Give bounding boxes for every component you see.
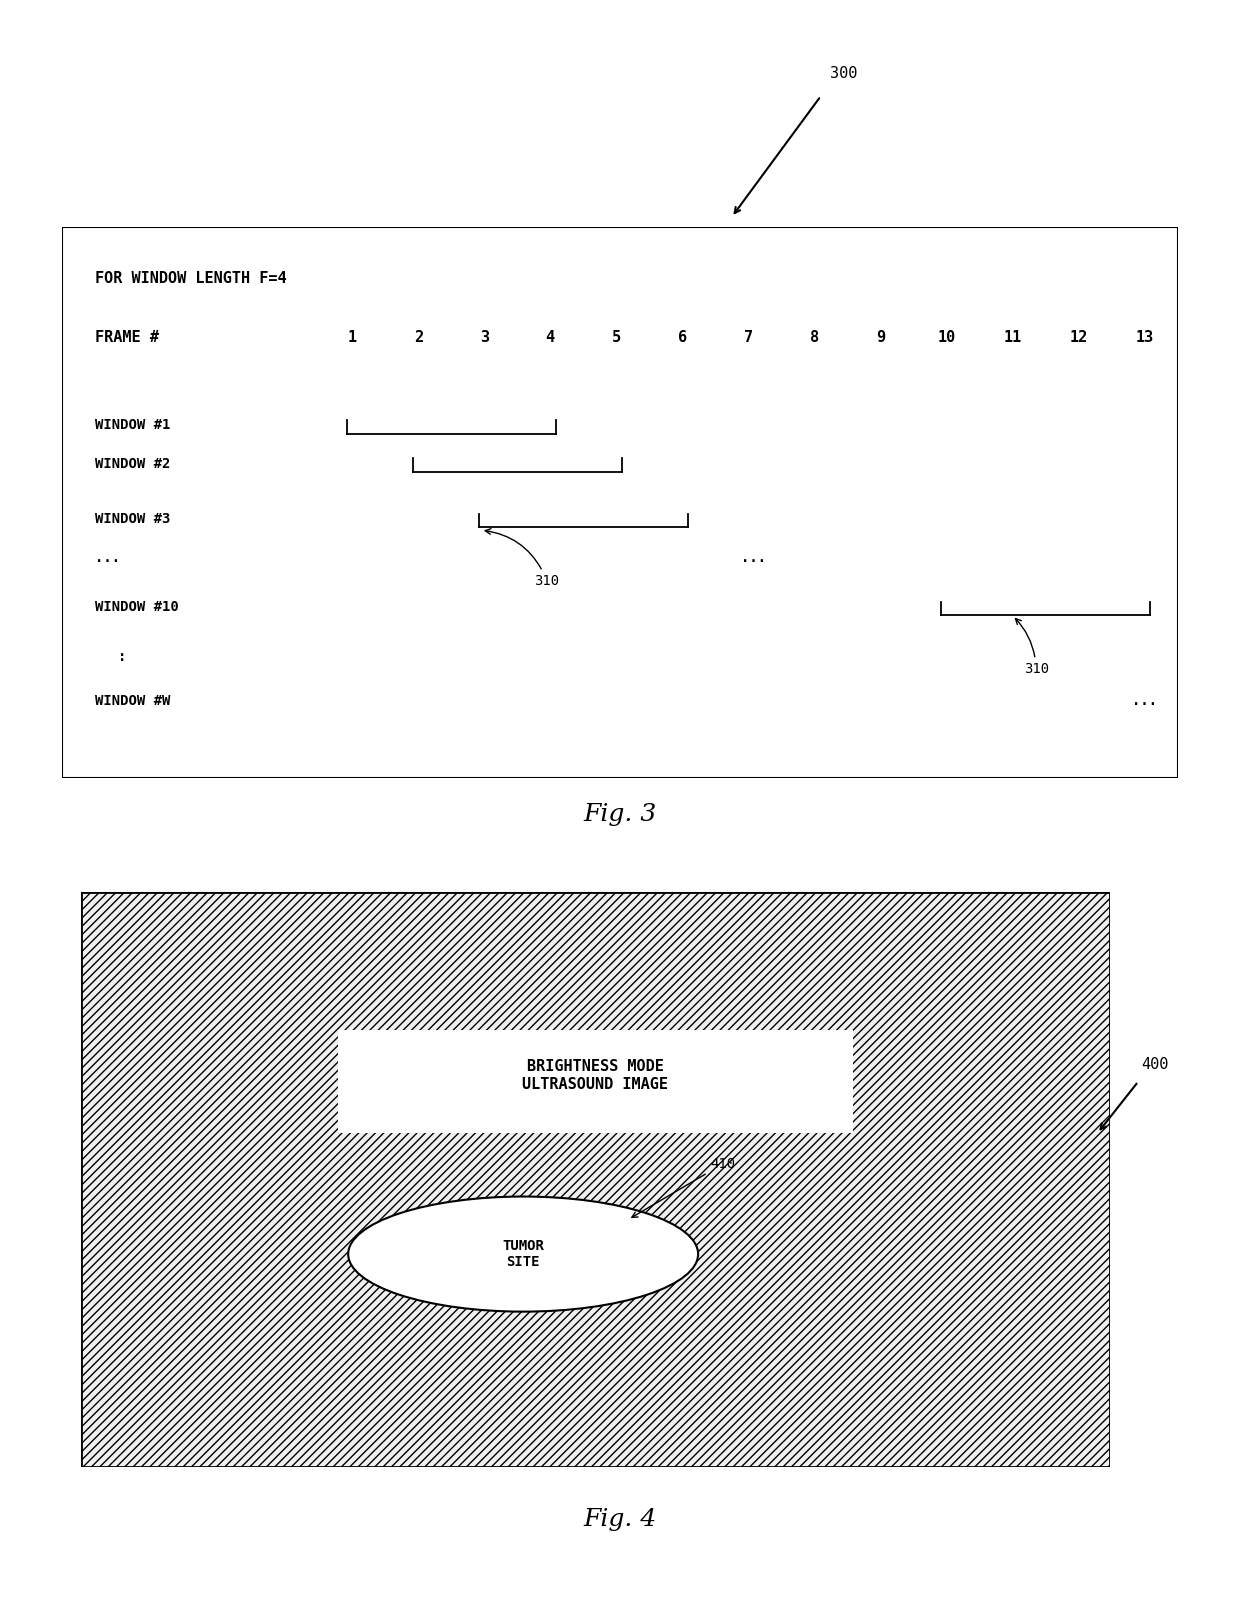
Text: 410: 410	[632, 1157, 735, 1217]
Text: 4: 4	[546, 329, 554, 345]
Text: 7: 7	[744, 329, 753, 345]
Text: WINDOW #2: WINDOW #2	[95, 457, 171, 472]
Text: WINDOW #10: WINDOW #10	[95, 600, 180, 614]
Text: BRIGHTNESS MODE
ULTRASOUND IMAGE: BRIGHTNESS MODE ULTRASOUND IMAGE	[522, 1060, 668, 1093]
Text: ...: ...	[1132, 694, 1157, 708]
Text: 3: 3	[480, 329, 489, 345]
Text: 310: 310	[485, 528, 559, 588]
Text: WINDOW #3: WINDOW #3	[95, 512, 171, 527]
Text: 13: 13	[1136, 329, 1153, 345]
Text: 5: 5	[611, 329, 621, 345]
Text: ...: ...	[742, 551, 766, 564]
Text: 6: 6	[678, 329, 687, 345]
Bar	[337, 1029, 853, 1133]
Text: 300: 300	[830, 66, 857, 81]
Text: 12: 12	[1069, 329, 1087, 345]
Text: 9: 9	[875, 329, 885, 345]
Text: FRAME #: FRAME #	[95, 329, 160, 345]
Text: 1: 1	[347, 329, 357, 345]
Text: :: :	[118, 650, 126, 665]
Text: ...: ...	[95, 551, 120, 564]
Ellipse shape	[348, 1196, 698, 1311]
Text: 2: 2	[414, 329, 423, 345]
Text: Fig. 3: Fig. 3	[583, 802, 657, 827]
Text: 8: 8	[810, 329, 818, 345]
Text: FOR WINDOW LENGTH F=4: FOR WINDOW LENGTH F=4	[95, 271, 288, 285]
Text: TUMOR
SITE: TUMOR SITE	[502, 1238, 544, 1269]
Text: 10: 10	[937, 329, 956, 345]
Text: WINDOW #1: WINDOW #1	[95, 418, 171, 433]
Text: WINDOW #W: WINDOW #W	[95, 694, 171, 708]
Text: 11: 11	[1003, 329, 1022, 345]
Text: 400: 400	[1141, 1057, 1168, 1071]
Text: 310: 310	[1016, 619, 1049, 676]
Text: Fig. 4: Fig. 4	[583, 1508, 657, 1532]
